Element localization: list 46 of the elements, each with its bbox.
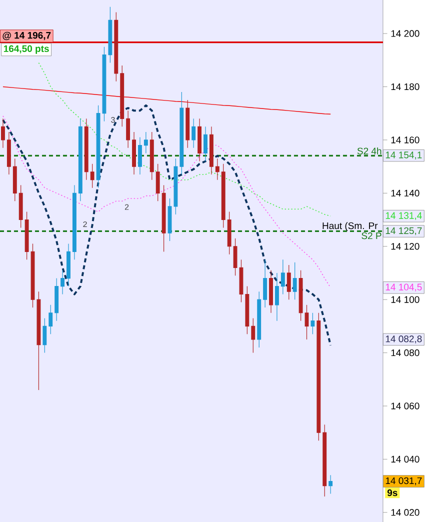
text: 14 082,8 (386, 336, 422, 344)
candlestick (280, 259, 285, 295)
candlestick (48, 304, 53, 334)
ref-line-label: @ 14 196,7 (2, 32, 51, 40)
candlestick (1, 118, 5, 148)
candlestick (156, 164, 160, 202)
y-tick-label: 14 180 (391, 83, 420, 90)
candlestick (251, 318, 256, 354)
candlestick (204, 126, 208, 162)
y-tick-label: 14 200 (391, 30, 420, 37)
candlestick (192, 118, 196, 148)
candlestick (144, 132, 148, 154)
text: 14 154,1 (386, 152, 422, 160)
candlestick (42, 318, 47, 354)
annotation: 164,50 pts (4, 45, 49, 54)
candlestick (90, 164, 94, 188)
ref-line-label: S2 4h (357, 147, 382, 154)
candlestick (275, 272, 279, 322)
text: 9s (387, 489, 398, 496)
ref-line-label: S2 P (362, 232, 382, 240)
y-tick-label: 14 060 (391, 402, 420, 410)
y-tick-label: 14 140 (391, 190, 420, 197)
text: 14 031,7 (386, 477, 422, 486)
annotation: 2 (124, 204, 129, 210)
candlestick (263, 259, 268, 308)
text: 14 131,4 (386, 212, 422, 220)
candlestick (310, 312, 315, 334)
candlestick (126, 110, 130, 148)
candlestick (328, 474, 333, 494)
candlestick (60, 270, 65, 295)
y-tick-label: 14 100 (391, 296, 420, 303)
candlestick (304, 304, 309, 340)
y-tick-label: 14 020 (391, 509, 420, 516)
candlestick (138, 136, 142, 175)
candlestick (215, 158, 220, 180)
y-tick-label: 14 120 (391, 243, 420, 250)
annotation: 3 (111, 117, 115, 123)
annotation: Haut (Sm. Pr (322, 222, 378, 231)
text: 14 125,7 (386, 227, 422, 236)
annotation: 2 (83, 221, 87, 228)
candlestick (292, 262, 297, 300)
text: 14 104,5 (386, 284, 422, 292)
candlestick (286, 264, 291, 300)
y-tick-label: 14 160 (391, 136, 420, 144)
y-tick-label: 14 080 (391, 349, 420, 356)
y-tick-label: 14 040 (391, 456, 420, 463)
